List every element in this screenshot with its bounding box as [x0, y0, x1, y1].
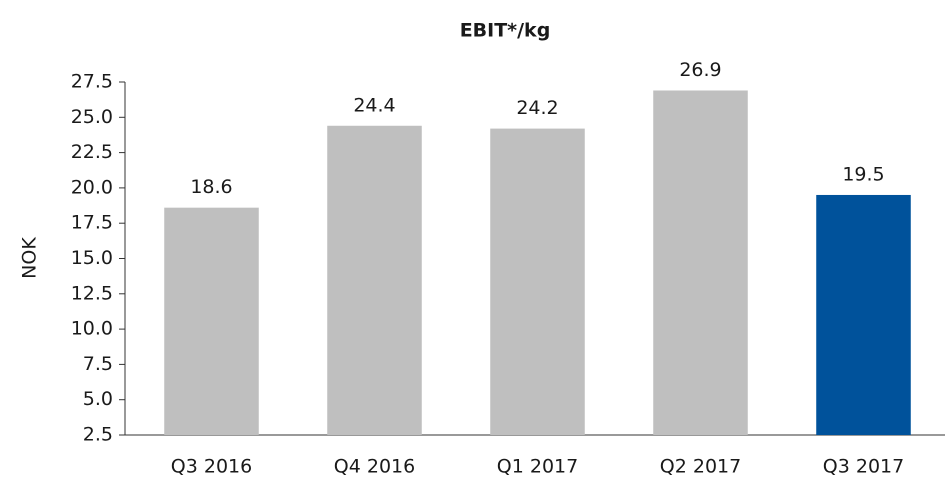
- y-tick-label: 5.0: [83, 388, 113, 410]
- y-tick-label: 12.5: [71, 282, 113, 304]
- y-tick-label: 10.0: [71, 318, 113, 340]
- x-tick-label: Q2 2017: [660, 456, 741, 478]
- x-tick-label: Q3 2017: [823, 456, 904, 478]
- value-label: 19.5: [842, 163, 884, 185]
- y-tick-label: 20.0: [71, 176, 113, 198]
- bar: [327, 125, 422, 435]
- chart-title: EBIT*/kg: [460, 20, 551, 42]
- y-axis-label: NOK: [19, 237, 41, 279]
- y-tick-label: 15.0: [71, 247, 113, 269]
- bar: [490, 128, 585, 435]
- value-label: 26.9: [679, 59, 721, 81]
- bar: [816, 194, 911, 435]
- x-tick-label: Q1 2017: [497, 456, 578, 478]
- y-tick-label: 22.5: [71, 141, 113, 163]
- value-label: 24.2: [516, 97, 558, 119]
- y-tick-label: 27.5: [71, 71, 113, 93]
- value-label: 18.6: [190, 176, 232, 198]
- y-tick-label: 17.5: [71, 212, 113, 234]
- bar: [653, 90, 748, 436]
- bar: [164, 207, 259, 435]
- y-tick-label: 2.5: [83, 424, 113, 446]
- x-tick-label: Q3 2016: [171, 456, 252, 478]
- x-tick-label: Q4 2016: [334, 456, 415, 478]
- y-tick-label: 7.5: [83, 353, 113, 375]
- y-tick-label: 25.0: [71, 106, 113, 128]
- value-label: 24.4: [353, 94, 395, 116]
